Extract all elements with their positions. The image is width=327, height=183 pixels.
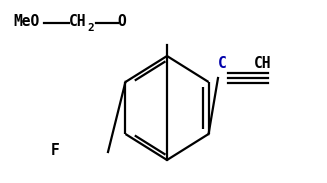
Text: O: O [118, 14, 127, 29]
Text: 2: 2 [88, 23, 95, 33]
Text: F: F [51, 143, 60, 158]
Text: C: C [217, 56, 226, 71]
Text: CH: CH [253, 56, 271, 71]
Text: MeO: MeO [13, 14, 39, 29]
Text: CH: CH [69, 14, 86, 29]
